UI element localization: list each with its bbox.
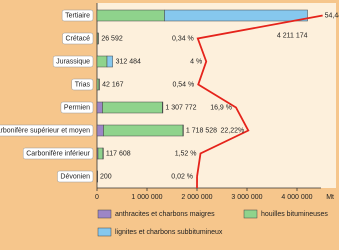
bar-segment xyxy=(96,101,103,114)
bar-segment xyxy=(96,9,165,22)
category-tag xyxy=(71,78,94,91)
total-label: 117 608 xyxy=(106,150,131,157)
category-tag xyxy=(57,170,94,183)
bar-segment xyxy=(102,147,104,160)
x-tick-label: 4 000 000 xyxy=(281,194,312,201)
share-label: 1,52 % xyxy=(175,150,197,157)
category-tag xyxy=(0,124,94,137)
x-tick-label: 2 000 000 xyxy=(181,194,212,201)
legend-swatch xyxy=(97,227,112,237)
category-label: Jurassique xyxy=(56,58,90,65)
total-label: 26 592 xyxy=(101,35,123,42)
legend-swatch xyxy=(243,209,258,219)
category-label: Tertiaire xyxy=(65,12,90,19)
share-label: 22,22% xyxy=(221,127,245,134)
bar-segment xyxy=(103,124,184,137)
x-axis-label: Mt xyxy=(326,194,334,201)
bar-segment xyxy=(96,170,98,183)
legend-label: lignites et charbons subbitumineux xyxy=(115,229,223,236)
share-label: 0,34 % xyxy=(172,35,194,42)
category-label: Dévonien xyxy=(60,173,90,180)
category-tag xyxy=(61,9,94,22)
total-label: 1 718 528 xyxy=(186,127,217,134)
category-tag xyxy=(22,147,94,160)
total-label: 312 484 xyxy=(116,58,141,65)
bar-segment xyxy=(162,101,164,114)
x-tick-label: 1 000 000 xyxy=(131,194,162,201)
bar-segment xyxy=(164,9,308,22)
share-label: 0,02 % xyxy=(171,173,193,180)
total-label: 4 211 174 xyxy=(277,32,308,39)
bar-segment xyxy=(182,124,184,137)
x-tick-label: 3 000 000 xyxy=(231,194,262,201)
category-label: Permien xyxy=(64,104,90,111)
share-label: 4 % xyxy=(190,58,202,65)
category-label: Trias xyxy=(75,81,91,88)
legend-swatch xyxy=(97,209,112,219)
category-tag xyxy=(52,55,94,68)
bar-segment xyxy=(97,32,99,45)
category-label: Carbonifère inférieur xyxy=(26,150,90,157)
bar-segment xyxy=(96,124,104,137)
legend-label: anthracites et charbons maigres xyxy=(115,211,215,218)
bar-segment xyxy=(106,55,113,68)
legend-label: houilles bitumineuses xyxy=(261,211,328,218)
share-label: 0,54 % xyxy=(172,81,194,88)
category-label: Carbonifère supérieur et moyen xyxy=(0,127,90,134)
share-label: 16,9 % xyxy=(210,104,232,111)
total-label: 42 167 xyxy=(102,81,124,88)
category-label: Crétacé xyxy=(65,35,90,42)
total-label: 1 307 772 xyxy=(165,104,196,111)
bar-segment xyxy=(102,101,163,114)
x-tick-label: 0 xyxy=(95,194,99,201)
category-tag xyxy=(60,101,94,114)
category-tag xyxy=(62,32,94,45)
bar-segment xyxy=(96,55,108,68)
bar-segment xyxy=(96,78,100,91)
bar-segment xyxy=(97,147,104,160)
bar-segment xyxy=(98,78,100,91)
share-label: 54,44 % xyxy=(325,12,339,19)
total-label: 200 xyxy=(100,173,112,180)
share-line xyxy=(196,14,323,177)
